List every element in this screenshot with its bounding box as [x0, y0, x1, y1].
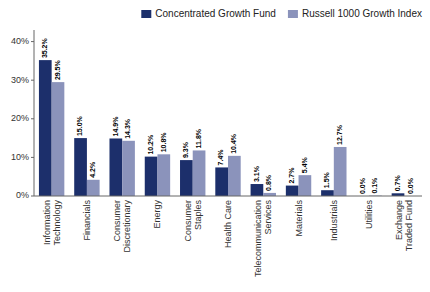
data-label: 15.0% — [76, 115, 83, 136]
data-label: 35.2% — [41, 37, 48, 58]
x-tick-label: ConsumerStaples — [183, 200, 203, 242]
y-axis-line — [34, 30, 35, 196]
bar — [87, 180, 100, 196]
bar — [215, 167, 228, 196]
data-label: 7.4% — [217, 149, 224, 166]
data-label: 4.2% — [89, 161, 96, 178]
data-label: 0.8% — [265, 174, 272, 191]
y-tick-label: 0% — [16, 190, 29, 200]
y-tick-label: 10% — [11, 152, 29, 162]
data-label: 10.4% — [230, 133, 237, 154]
data-label: 29.5% — [54, 59, 61, 80]
y-tick-label: 30% — [11, 75, 29, 85]
y-tick-label: 20% — [11, 113, 29, 123]
data-label: 0.0% — [359, 177, 366, 194]
legend-label: Russell 1000 Growth Index — [302, 8, 422, 19]
bar — [193, 150, 206, 196]
bar — [334, 147, 347, 196]
data-label: 0.1% — [371, 177, 378, 194]
y-tick-label: 40% — [11, 36, 29, 46]
bar — [286, 186, 299, 196]
legend-label: Concentrated Growth Fund — [155, 8, 276, 19]
x-tick-label: ConsumerDiscretionary — [112, 200, 132, 253]
bar — [321, 190, 334, 196]
bar — [39, 60, 52, 196]
bar — [74, 138, 87, 196]
x-tick-label: TelecommunicationServices — [253, 200, 273, 278]
data-label: 2.7% — [288, 167, 295, 184]
x-tick-label: InformationTechnology — [42, 200, 62, 246]
x-tick-label: Health Care — [223, 200, 233, 248]
x-tick-label: Industrials — [329, 200, 339, 242]
legend: Concentrated Growth Fund Russell 1000 Gro… — [141, 8, 422, 19]
x-tick-label: Utilities — [364, 200, 374, 230]
data-label: 12.7% — [336, 124, 343, 145]
bar — [299, 175, 312, 196]
data-label: 0.7% — [394, 175, 401, 192]
bars — [39, 60, 404, 196]
data-label: 11.8% — [195, 128, 202, 148]
data-label: 5.4% — [301, 156, 308, 173]
data-label: 10.2% — [147, 134, 154, 155]
data-label: 9.3% — [182, 141, 189, 158]
x-tick-label: Materials — [294, 200, 304, 237]
legend-swatch — [288, 10, 298, 18]
x-tick-label: ExchangeTraded Fund — [394, 200, 414, 251]
legend-swatch — [141, 10, 151, 18]
data-label: 10.8% — [160, 132, 167, 153]
bar — [145, 157, 158, 196]
chart: 0% 10% 20% 30% 40% 35.2% 15.0% 14.9% 10.2% 9.3% 7.… — [0, 0, 430, 292]
bar — [180, 160, 193, 196]
bar — [109, 138, 122, 196]
x-tick-label: Energy — [152, 200, 162, 229]
data-label: 14.9% — [112, 116, 119, 137]
data-label: 3.1% — [253, 165, 260, 182]
bar — [228, 156, 241, 196]
data-label: 1.5% — [323, 171, 330, 188]
data-label: 14.3% — [124, 118, 131, 139]
bar — [52, 82, 65, 196]
bar — [157, 154, 170, 196]
bar — [251, 184, 264, 196]
x-tick-label: Financials — [82, 200, 92, 241]
bar — [122, 141, 135, 196]
x-axis-line — [34, 196, 422, 197]
data-label: 0.0% — [407, 177, 414, 194]
